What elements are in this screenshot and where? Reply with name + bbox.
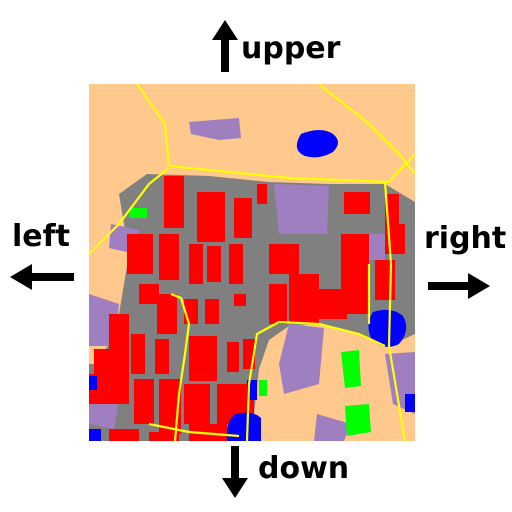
building bbox=[269, 284, 287, 324]
water-body bbox=[405, 394, 415, 412]
building bbox=[205, 299, 219, 324]
building bbox=[164, 176, 184, 228]
building bbox=[344, 192, 370, 214]
building bbox=[139, 284, 159, 304]
tree-area bbox=[345, 404, 371, 436]
building bbox=[289, 274, 319, 324]
arrow-right-icon bbox=[426, 271, 492, 301]
building bbox=[94, 349, 116, 374]
tree-area bbox=[259, 380, 267, 396]
direction-label-right: right bbox=[424, 224, 506, 254]
direction-label-down: down bbox=[258, 454, 349, 484]
water-body bbox=[89, 429, 101, 441]
tree-area bbox=[129, 208, 147, 218]
building bbox=[127, 234, 153, 274]
direction-label-upper: upper bbox=[241, 34, 340, 64]
low-vegetation bbox=[274, 184, 329, 234]
building bbox=[157, 294, 177, 334]
arrow-down-icon bbox=[220, 444, 250, 500]
direction-label-left: left bbox=[12, 222, 70, 252]
segmentation-map bbox=[89, 84, 415, 441]
arrow-up-icon bbox=[210, 18, 240, 74]
building bbox=[189, 336, 217, 381]
building bbox=[189, 244, 203, 284]
building bbox=[257, 184, 267, 204]
building bbox=[207, 246, 221, 282]
building bbox=[319, 289, 347, 319]
building bbox=[234, 198, 252, 238]
building bbox=[184, 384, 210, 424]
building bbox=[227, 342, 239, 372]
building bbox=[197, 192, 225, 242]
building bbox=[155, 339, 169, 374]
building bbox=[159, 234, 179, 280]
building bbox=[134, 379, 154, 424]
water-body bbox=[89, 376, 97, 390]
arrow-left-icon bbox=[8, 262, 76, 292]
building bbox=[234, 294, 246, 306]
building bbox=[131, 334, 145, 374]
building bbox=[269, 244, 299, 274]
building bbox=[229, 244, 243, 284]
building bbox=[109, 429, 139, 441]
